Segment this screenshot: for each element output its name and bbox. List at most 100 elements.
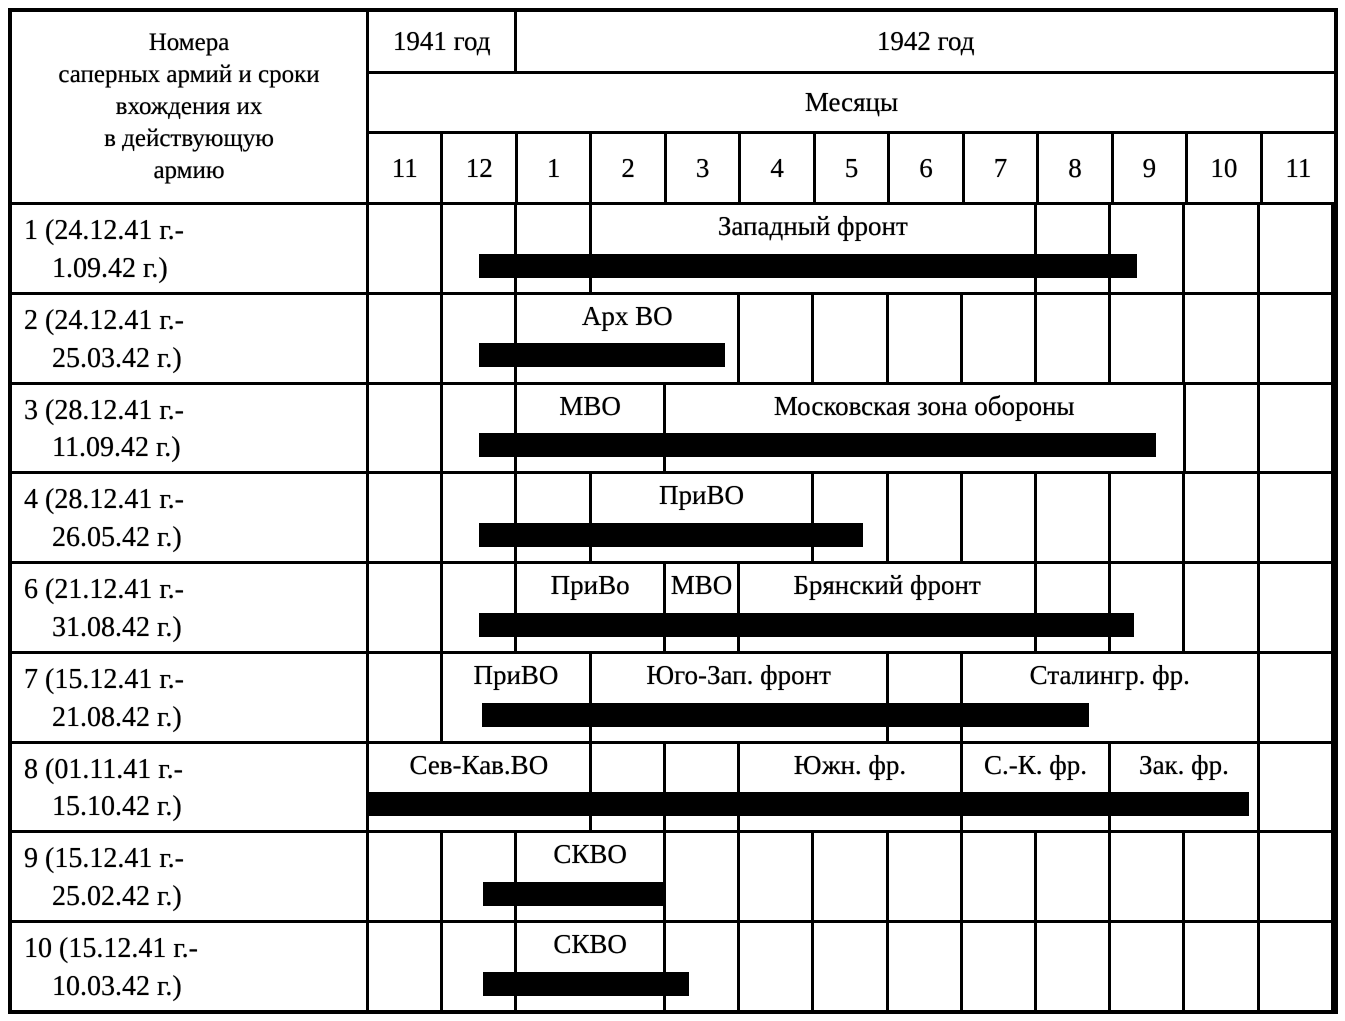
year-1941-header: 1941 год <box>369 12 518 71</box>
timeline-cell <box>517 205 592 292</box>
timeline-cell <box>369 564 444 651</box>
timeline: Сев-Кав.ВО Южн. фр. С.-К. фр. Зак. фр. <box>369 743 1334 831</box>
timeline-cell <box>963 294 1037 382</box>
timeline-header: 1941 год 1942 год Месяцы 11 12 1 2 3 4 5 6 7 8 9 10… <box>369 12 1334 202</box>
timeline-cell <box>814 294 889 382</box>
timeline-cell <box>666 743 741 831</box>
timeline-cell <box>1260 294 1334 382</box>
assignment-label-cell: Брянский фронт <box>740 564 1038 651</box>
army-row-label: 4 (28.12.41 г.- 26.05.42 г.) <box>12 474 369 562</box>
month-cell: 11 <box>369 134 444 202</box>
timeline-cell <box>1111 474 1186 562</box>
gantt-row: 3 (28.12.41 г.- 11.09.42 г.) МВО Московска… <box>12 381 1334 472</box>
assignment-label-cell: СКВО <box>517 923 666 1011</box>
assignment-label-cell: Московская зона обороны <box>666 384 1186 472</box>
gantt-row: 9 (15.12.41 г.- 25.02.42 г.) СКВО <box>12 830 1334 921</box>
timeline-cell <box>889 474 963 562</box>
timeline-cell <box>1037 833 1112 921</box>
timeline-cell <box>443 564 518 651</box>
timeline-cell <box>1260 205 1334 292</box>
timeline-cell <box>889 923 963 1011</box>
service-period-bar <box>478 433 1156 458</box>
timeline-cell <box>1185 564 1260 651</box>
timeline-cell <box>666 923 741 1011</box>
timeline-cell <box>963 923 1037 1011</box>
timeline-cell <box>1185 474 1260 562</box>
row-header-title: Номера саперных армий и сроки вхождения … <box>12 12 369 202</box>
assignment-label-cell: Сталингр. фр. <box>963 653 1260 741</box>
assignment-label-cell: Зак. фр. <box>1111 743 1260 831</box>
timeline-cell <box>369 205 444 292</box>
army-row-label: 2 (24.12.41 г.- 25.03.42 г.) <box>12 294 369 382</box>
table-header: Номера саперных армий и сроки вхождения … <box>12 12 1334 202</box>
army-row-label: 6 (21.12.41 г.- 31.08.42 г.) <box>12 564 369 651</box>
assignment-label-cell: Западный фронт <box>592 205 1038 292</box>
gantt-row: 1 (24.12.41 г.- 1.09.42 г.) Западный фрон… <box>12 202 1334 292</box>
timeline-cell <box>443 384 518 472</box>
assignment-label-cell: Арх ВО <box>517 294 741 382</box>
month-cell: 10 <box>1188 134 1263 202</box>
timeline-cell <box>369 474 444 562</box>
gantt-row: 4 (28.12.41 г.- 26.05.42 г.) ПриВО <box>12 471 1334 562</box>
service-period-bar <box>481 702 1090 727</box>
month-cell: 1 <box>518 134 593 202</box>
army-row-label: 9 (15.12.41 г.- 25.02.42 г.) <box>12 833 369 921</box>
year-1942-header: 1942 год <box>876 26 975 56</box>
service-period-bar <box>369 792 1249 817</box>
timeline-cell <box>369 833 444 921</box>
timeline-cell <box>1185 833 1260 921</box>
gantt-row: 8 (01.11.41 г.- 15.10.42 г.) Сев-Кав.ВО Юж… <box>12 740 1334 831</box>
timeline: Арх ВО <box>369 294 1334 382</box>
assignment-label-cell: С.-К. фр. <box>963 743 1112 831</box>
years-row: 1941 год 1942 год <box>369 12 1334 74</box>
timeline-cell <box>1260 653 1334 741</box>
service-period-bar <box>478 253 1138 278</box>
timeline-cell <box>1037 564 1112 651</box>
month-cell: 9 <box>1114 134 1189 202</box>
timeline: МВО Московская зона обороны <box>369 384 1334 472</box>
army-row-label: 7 (15.12.41 г.- 21.08.42 г.) <box>12 653 369 741</box>
timeline-cell <box>443 923 518 1011</box>
assignment-label-cell: МВО <box>517 384 666 472</box>
timeline-cell <box>814 923 889 1011</box>
timeline-cell <box>1185 923 1260 1011</box>
timeline-cell <box>963 474 1037 562</box>
month-cell: 3 <box>667 134 742 202</box>
timeline-cell <box>814 833 889 921</box>
months-label: Месяцы <box>369 74 1334 134</box>
timeline-cell <box>1260 743 1334 831</box>
assignment-label-cell: ПриВО <box>443 653 592 741</box>
month-numbers-row: 11 12 1 2 3 4 5 6 7 8 9 10 11 <box>369 134 1334 202</box>
timeline-cell <box>443 833 518 921</box>
army-row-label: 1 (24.12.41 г.- 1.09.42 г.) <box>12 205 369 292</box>
timeline-cell <box>517 474 592 562</box>
timeline-cell <box>740 833 815 921</box>
month-cell: 7 <box>965 134 1040 202</box>
timeline-cell <box>740 294 815 382</box>
timeline-cell <box>443 474 518 562</box>
timeline-cell <box>1111 923 1186 1011</box>
timeline-cell <box>1185 205 1260 292</box>
timeline-cell <box>963 833 1037 921</box>
timeline-cell <box>1260 833 1334 921</box>
timeline: Западный фронт <box>369 205 1334 292</box>
month-cell: 8 <box>1039 134 1114 202</box>
timeline: ПриВО Юго-Зап. фронт Сталингр. фр. <box>369 653 1334 741</box>
service-period-bar <box>478 343 726 368</box>
timeline-cell <box>1037 474 1112 562</box>
month-cell: 11 <box>1285 152 1312 183</box>
timeline-cell <box>369 294 444 382</box>
army-row-label: 10 (15.12.41 г.- 10.03.42 г.) <box>12 923 369 1011</box>
army-row-label: 8 (01.11.41 г.- 15.10.42 г.) <box>12 743 369 831</box>
month-cell: 4 <box>741 134 816 202</box>
timeline-cell <box>1111 205 1186 292</box>
assignment-label-cell: ПриВО <box>592 474 815 562</box>
timeline: ПриВо МВО Брянский фронт <box>369 564 1334 651</box>
sapper-armies-gantt-table: Номера саперных армий и сроки вхождения … <box>8 8 1338 1014</box>
timeline-cell <box>1260 923 1334 1011</box>
month-cell: 12 <box>443 134 518 202</box>
timeline-cell <box>1260 384 1334 472</box>
service-period-bar <box>482 882 664 907</box>
timeline-cell <box>814 474 889 562</box>
timeline-cell <box>666 833 741 921</box>
